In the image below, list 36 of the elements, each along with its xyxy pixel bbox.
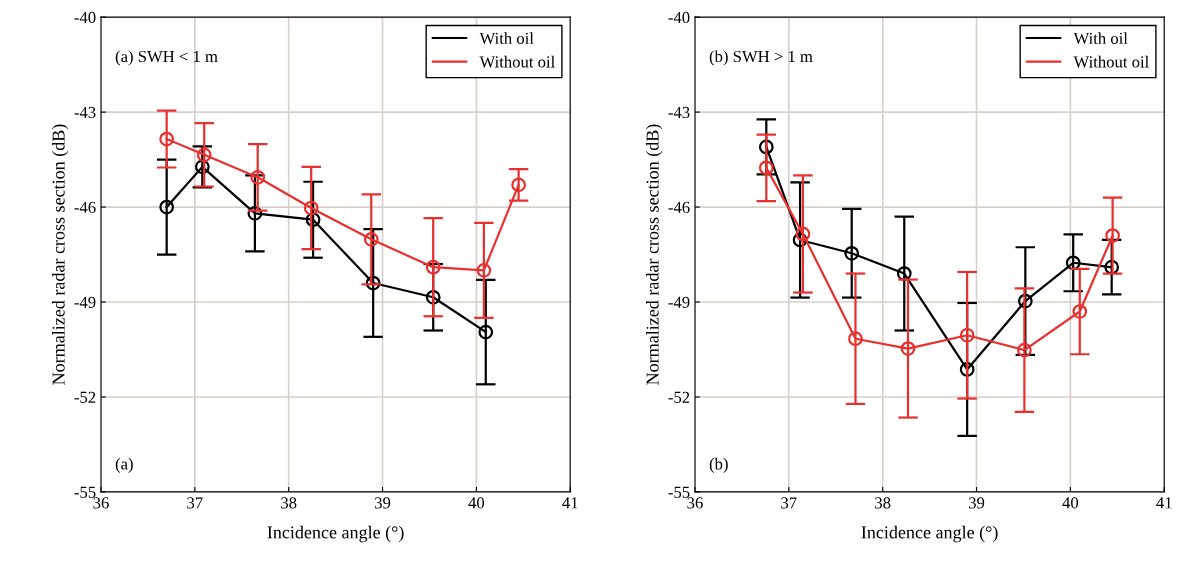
x-tick-label: 39 bbox=[969, 497, 985, 509]
x-tick-label: 41 bbox=[1156, 497, 1172, 509]
x-tick-label: 40 bbox=[468, 497, 485, 509]
legend-label: With oil bbox=[1073, 32, 1128, 45]
annotation: (a) bbox=[115, 457, 133, 473]
y-axis-title: Normalized radar cross section (dB) bbox=[645, 124, 663, 385]
x-tick-label: 37 bbox=[187, 497, 203, 509]
x-tick-label: 36 bbox=[687, 497, 703, 509]
y-tick-label: -40 bbox=[668, 11, 690, 24]
y-axis-title: Normalized radar cross section (dB) bbox=[51, 124, 69, 385]
y-tick-label: -49 bbox=[668, 296, 690, 308]
x-tick-label: 39 bbox=[375, 497, 391, 509]
legend-label: Without oil bbox=[479, 55, 555, 68]
y-tick-label: -52 bbox=[74, 391, 96, 403]
y-tick-label: -43 bbox=[74, 106, 96, 119]
y-tick-label: -55 bbox=[668, 486, 690, 498]
x-tick-label: 38 bbox=[875, 497, 891, 509]
annotation: (b) SWH > 1 m bbox=[709, 50, 813, 66]
y-tick-label: -55 bbox=[74, 486, 96, 498]
y-tick-label: -43 bbox=[668, 106, 690, 119]
x-axis-title: Incidence angle (°) bbox=[861, 525, 998, 543]
x-tick-label: 40 bbox=[1062, 497, 1079, 509]
annotation: (a) SWH < 1 m bbox=[115, 50, 218, 66]
annotation: (b) bbox=[709, 457, 728, 473]
legend-label: With oil bbox=[479, 32, 534, 45]
x-tick-label: 37 bbox=[781, 497, 797, 509]
x-tick-label: 36 bbox=[93, 497, 109, 509]
x-tick-label: 38 bbox=[281, 497, 297, 509]
y-tick-label: -52 bbox=[668, 391, 690, 403]
y-tick-label: -49 bbox=[74, 296, 96, 308]
y-tick-label: -46 bbox=[668, 201, 690, 214]
y-tick-label: -46 bbox=[74, 201, 96, 214]
legend-label: Without oil bbox=[1073, 55, 1149, 68]
x-tick-label: 41 bbox=[562, 497, 578, 509]
x-axis-title: Incidence angle (°) bbox=[267, 525, 404, 543]
y-tick-label: -40 bbox=[74, 11, 96, 24]
